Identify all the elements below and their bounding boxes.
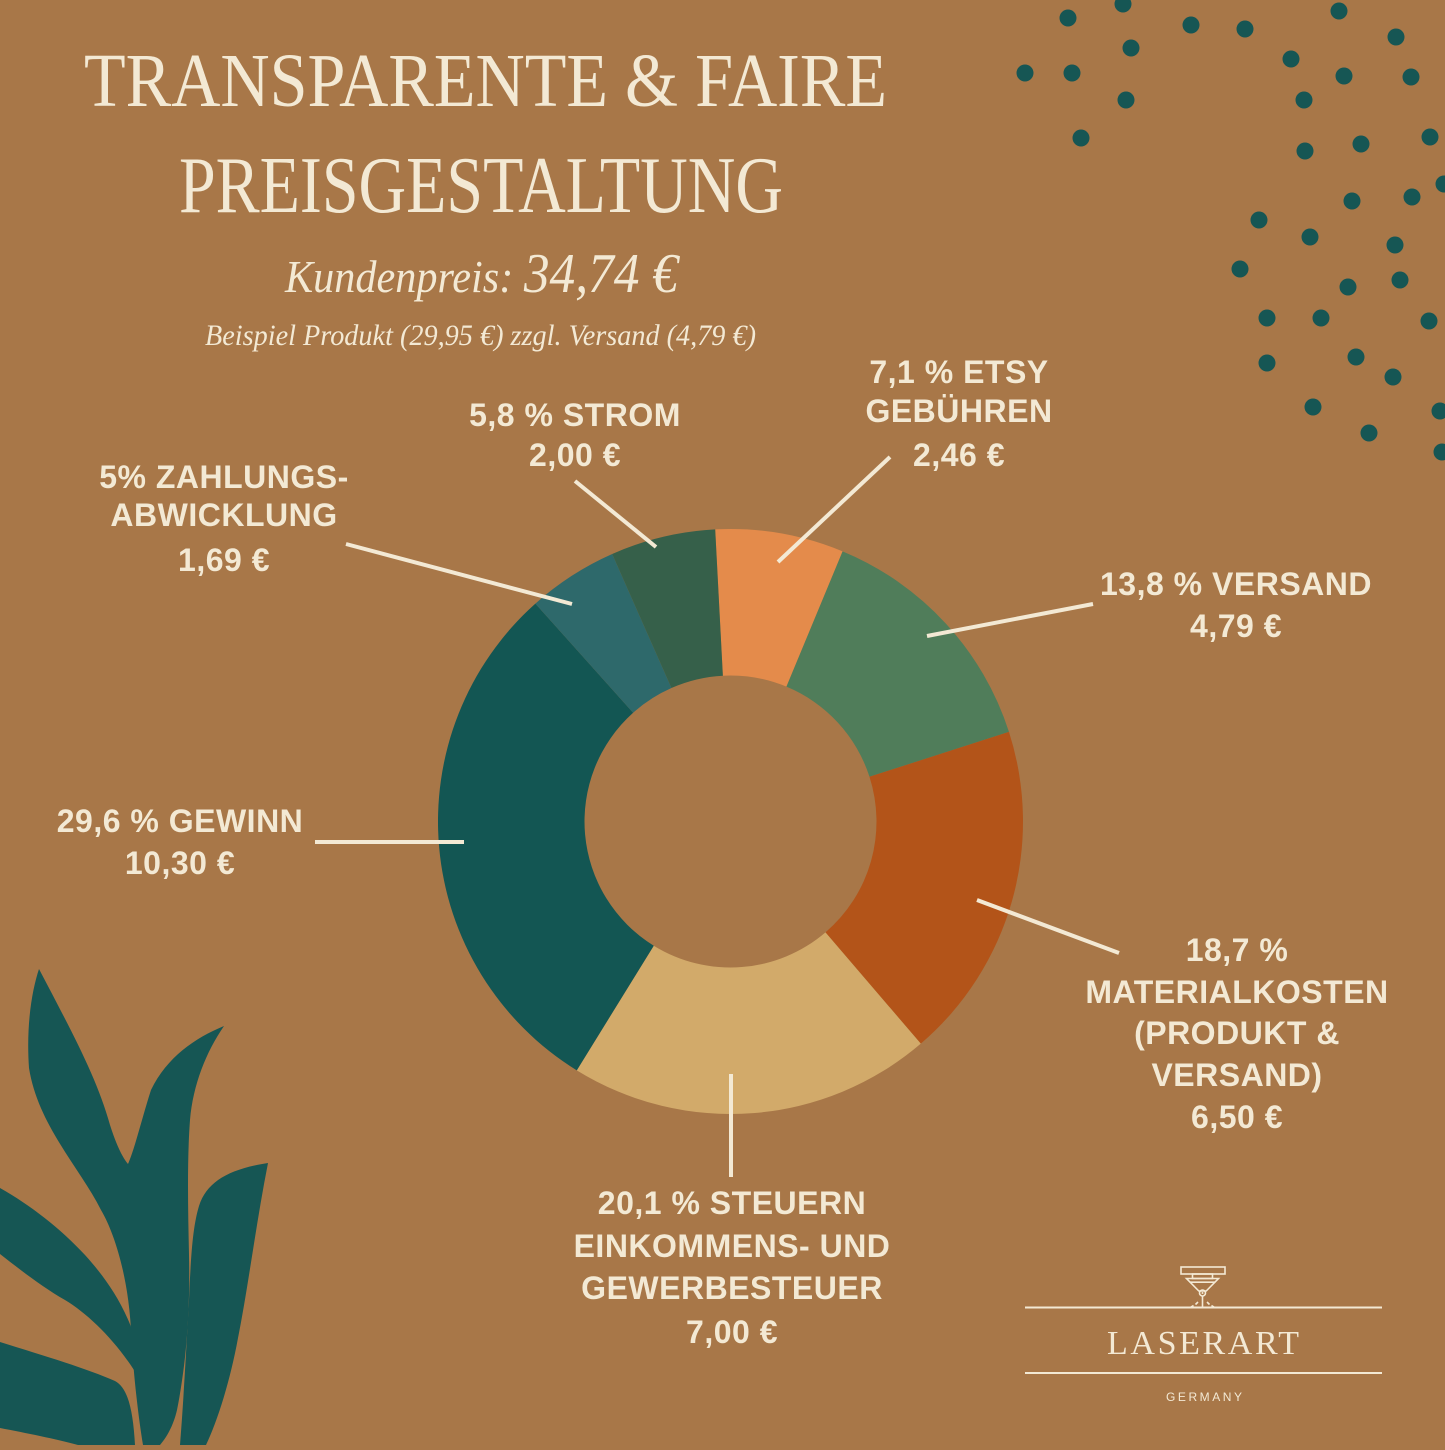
svg-text:LASERART: LASERART — [1107, 1325, 1299, 1362]
svg-text:6,50 €: 6,50 € — [1191, 1099, 1283, 1135]
svg-text:PREISGESTALTUNG: PREISGESTALTUNG — [179, 142, 783, 230]
svg-text:ABWICKLUNG: ABWICKLUNG — [110, 497, 337, 533]
svg-text:GEBÜHREN: GEBÜHREN — [865, 393, 1052, 429]
svg-text:Kundenpreis: 34,74 €: Kundenpreis: 34,74 € — [284, 243, 681, 305]
svg-text:10,30 €: 10,30 € — [125, 845, 235, 881]
svg-text:VERSAND): VERSAND) — [1151, 1057, 1322, 1093]
svg-text:29,6 % GEWINN: 29,6 % GEWINN — [57, 803, 304, 839]
svg-text:5,8 % STROM: 5,8 % STROM — [469, 397, 681, 433]
svg-text:2,46 €: 2,46 € — [913, 437, 1005, 473]
svg-text:2,00 €: 2,00 € — [529, 437, 621, 473]
svg-text:Beispiel Produkt (29,95 €) zzg: Beispiel Produkt (29,95 €) zzgl. Versand… — [205, 319, 756, 352]
svg-text:13,8 % VERSAND: 13,8 % VERSAND — [1100, 566, 1372, 602]
svg-text:TRANSPARENTE & FAIRE: TRANSPARENTE & FAIRE — [84, 39, 887, 123]
svg-text:GEWERBESTEUER: GEWERBESTEUER — [581, 1270, 883, 1306]
svg-text:1,69 €: 1,69 € — [178, 542, 270, 578]
svg-text:7,00 €: 7,00 € — [686, 1314, 778, 1350]
svg-text:EINKOMMENS- UND: EINKOMMENS- UND — [574, 1228, 891, 1264]
svg-text:7,1 % ETSY: 7,1 % ETSY — [869, 354, 1048, 390]
svg-text:4,79 €: 4,79 € — [1190, 608, 1282, 644]
svg-text:GERMANY: GERMANY — [1166, 1390, 1242, 1404]
svg-text:18,7 %: 18,7 % — [1186, 932, 1289, 968]
svg-text:(PRODUKT &: (PRODUKT & — [1134, 1015, 1340, 1051]
svg-text:20,1 % STEUERN: 20,1 % STEUERN — [598, 1185, 866, 1221]
svg-text:MATERIALKOSTEN: MATERIALKOSTEN — [1085, 974, 1388, 1010]
svg-text:5% ZAHLUNGS-: 5% ZAHLUNGS- — [99, 459, 349, 495]
